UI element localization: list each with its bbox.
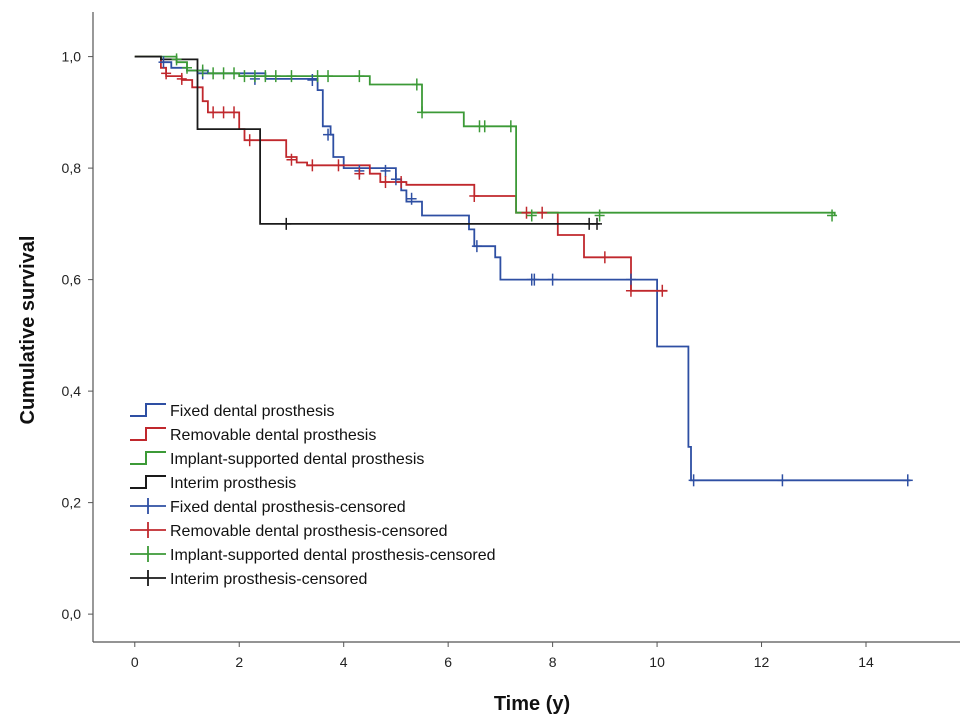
legend: Fixed dental prosthesis Removable dental … (130, 403, 496, 588)
legend-label: Removable dental prosthesis (170, 427, 376, 444)
censor-mark (479, 120, 490, 133)
censor-mark (406, 192, 417, 205)
legend-label: Fixed dental prosthesis-censored (170, 499, 406, 516)
censor-mark (354, 167, 365, 180)
y-tick-label: 0,2 (62, 495, 82, 511)
censor-mark (417, 106, 428, 119)
censor-mark (281, 217, 292, 230)
censor-mark (827, 209, 838, 222)
censor-mark (390, 173, 401, 186)
legend-step-swatch (130, 403, 166, 417)
censor-mark (286, 70, 297, 83)
censor-mark (333, 159, 344, 172)
censor-mark (218, 106, 229, 119)
legend-item: Removable dental prosthesis-censored (130, 522, 447, 540)
legend-item: Fixed dental prosthesis-censored (130, 498, 406, 516)
y-tick-label: 0,0 (62, 606, 82, 622)
censor-mark (312, 70, 323, 83)
censor-marks (158, 53, 913, 487)
censor-mark (218, 67, 229, 80)
legend-item: Interim prosthesis (130, 475, 296, 492)
x-tick-label: 14 (858, 654, 874, 670)
censor-mark (592, 217, 603, 230)
x-tick-label: 4 (340, 654, 348, 670)
censor-mark (777, 474, 788, 487)
legend-step-swatch (130, 475, 166, 489)
axes (92, 12, 960, 643)
censor-mark (625, 273, 636, 286)
y-tick-label: 0,4 (62, 383, 82, 399)
legend-label: Removable dental prosthesis-censored (170, 523, 447, 540)
legend-step-swatch (130, 451, 166, 465)
x-tick-label: 8 (549, 654, 557, 670)
censor-mark (161, 67, 172, 80)
censor-mark (208, 67, 219, 80)
y-tick-label: 0,6 (62, 272, 82, 288)
censor-mark (594, 209, 605, 222)
censor-mark (249, 70, 260, 83)
censor-mark (547, 273, 558, 286)
curve-3 (134, 55, 836, 216)
censor-mark (260, 70, 271, 83)
censor-mark (307, 74, 318, 87)
y-axis-title: Cumulative survival (17, 236, 39, 425)
censor-mark (471, 240, 482, 253)
censor-mark (171, 53, 182, 66)
legend-item: Fixed dental prosthesis (130, 403, 335, 420)
censor-mark (625, 284, 636, 297)
legend-item: Removable dental prosthesis (130, 427, 376, 444)
censor-mark (902, 474, 913, 487)
censor-mark (380, 176, 391, 189)
x-tick-label: 6 (444, 654, 452, 670)
curve-4 (134, 55, 600, 225)
legend-item: Implant-supported dental prosthesis (130, 451, 424, 468)
censor-mark (176, 72, 187, 85)
x-tick-label: 12 (754, 654, 770, 670)
censor-mark (229, 106, 240, 119)
censor-mark (239, 70, 250, 83)
censor-mark (537, 206, 548, 219)
censor-mark (529, 273, 540, 286)
x-tick-label: 2 (235, 654, 243, 670)
censor-mark (158, 56, 169, 69)
censor-mark (270, 70, 281, 83)
legend-label: Implant-supported dental prosthesis (170, 451, 424, 468)
censor-mark (526, 209, 537, 222)
censor-mark (197, 64, 208, 77)
censor-mark (208, 106, 219, 119)
censor-mark (688, 474, 699, 487)
censor-mark (354, 70, 365, 83)
censor-mark (469, 189, 480, 202)
y-tick-label: 1,0 (62, 49, 82, 65)
y-tick-label: 0,8 (62, 160, 82, 176)
legend-item: Implant-supported dental prosthesis-cens… (130, 546, 496, 564)
censor-mark (323, 128, 334, 141)
censor-mark (323, 70, 334, 83)
censor-mark (411, 78, 422, 91)
censor-mark (521, 206, 532, 219)
censor-mark (396, 176, 407, 189)
x-tick-label: 0 (131, 654, 139, 670)
legend-label: Fixed dental prosthesis (170, 403, 335, 420)
x-tick-label: 10 (649, 654, 665, 670)
censor-mark (286, 153, 297, 166)
x-ticks: 0 2 4 6 8 10 12 14 (131, 642, 874, 670)
censor-mark (244, 134, 255, 147)
censor-mark (307, 159, 318, 172)
censor-mark (657, 284, 668, 297)
legend-label: Implant-supported dental prosthesis-cens… (170, 547, 496, 564)
x-axis-title: Time (y) (494, 693, 570, 715)
censor-mark (182, 61, 193, 74)
y-ticks: 0,0 0,2 0,4 0,6 0,8 1,0 (62, 49, 93, 622)
curve-2 (134, 55, 668, 292)
legend-step-swatch (130, 427, 166, 441)
censor-mark (599, 251, 610, 264)
legend-label: Interim prosthesis-censored (170, 571, 367, 588)
censor-mark (380, 164, 391, 177)
censor-mark (505, 120, 516, 133)
censor-mark (229, 67, 240, 80)
legend-label: Interim prosthesis (170, 475, 296, 492)
legend-item: Interim prosthesis-censored (130, 570, 367, 588)
